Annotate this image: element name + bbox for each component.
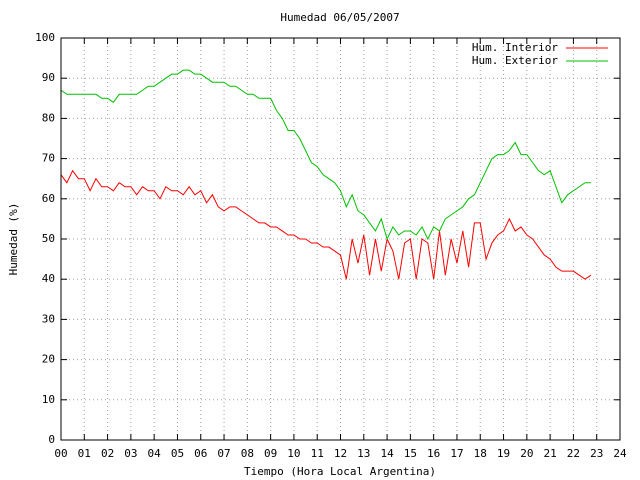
x-tick-label: 24 (613, 447, 627, 460)
chart-title: Humedad 06/05/2007 (280, 11, 399, 24)
x-tick-label: 19 (497, 447, 510, 460)
x-tick-label: 11 (311, 447, 324, 460)
x-tick-label: 05 (171, 447, 184, 460)
x-tick-label: 00 (54, 447, 67, 460)
legend-label: Hum. Interior (472, 41, 558, 54)
y-tick-label: 0 (48, 433, 55, 446)
y-tick-label: 70 (42, 152, 55, 165)
x-tick-label: 13 (357, 447, 370, 460)
y-tick-label: 80 (42, 111, 55, 124)
x-tick-label: 22 (567, 447, 580, 460)
y-tick-label: 30 (42, 312, 55, 325)
x-tick-label: 04 (148, 447, 162, 460)
x-tick-label: 08 (241, 447, 254, 460)
y-tick-label: 100 (35, 31, 55, 44)
y-tick-label: 90 (42, 71, 55, 84)
x-tick-label: 02 (101, 447, 114, 460)
x-tick-label: 14 (380, 447, 394, 460)
x-tick-label: 17 (450, 447, 463, 460)
x-tick-label: 21 (544, 447, 557, 460)
y-tick-label: 10 (42, 393, 55, 406)
plot-frame (60, 37, 621, 441)
x-tick-label: 18 (474, 447, 487, 460)
plot-area (60, 69, 592, 280)
x-axis-label: Tiempo (Hora Local Argentina) (244, 465, 436, 478)
y-tick-label: 60 (42, 192, 55, 205)
x-tick-label: 09 (264, 447, 277, 460)
x-tick-label: 23 (590, 447, 603, 460)
x-tick-label: 01 (78, 447, 91, 460)
x-tick-label: 10 (287, 447, 300, 460)
legend-label: Hum. Exterior (472, 54, 558, 67)
data-line (60, 69, 591, 241)
y-tick-label: 50 (42, 232, 55, 245)
x-tick-label: 20 (520, 447, 533, 460)
y-tick-label: 20 (42, 353, 55, 366)
x-tick-label: 07 (217, 447, 230, 460)
x-tick-label: 15 (404, 447, 417, 460)
data-line (60, 169, 592, 280)
x-tick-label: 03 (124, 447, 137, 460)
x-tick-label: 12 (334, 447, 347, 460)
grid (60, 37, 621, 441)
x-tick-label: 16 (427, 447, 440, 460)
x-tick-label: 06 (194, 447, 207, 460)
y-axis-label: Humedad (%) (7, 203, 20, 276)
y-tick-label: 40 (42, 272, 55, 285)
